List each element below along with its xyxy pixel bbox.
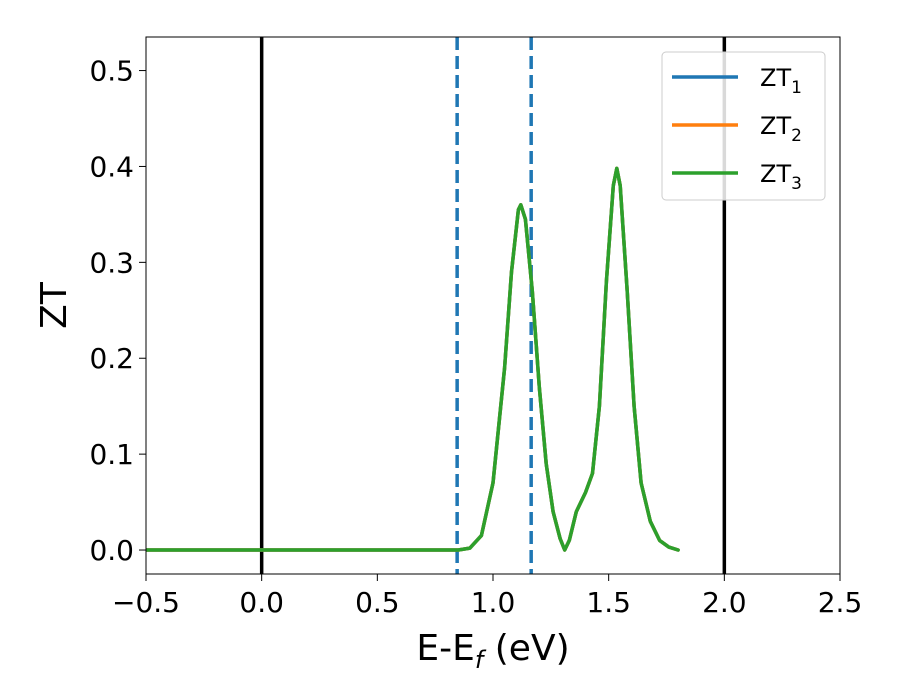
x-tick-label-5: 2.0 <box>702 586 747 619</box>
y-axis-ticks: 0.0 0.1 0.2 0.3 0.4 0.5 <box>89 55 146 567</box>
legend-box <box>661 51 826 201</box>
x-tick-label-1: 0.0 <box>239 586 284 619</box>
x-tick-label-6: 2.5 <box>818 586 863 619</box>
x-axis-title-main: E-E <box>416 628 474 669</box>
y-tick-label-4: 0.4 <box>89 150 134 183</box>
y-axis-title: ZT <box>34 281 75 329</box>
legend: ZT1 ZT2 ZT3 <box>661 51 826 201</box>
y-tick-label-0: 0.0 <box>89 534 134 567</box>
x-axis-ticks: −0.5 0.0 0.5 1.0 1.5 2.0 2.5 <box>112 574 862 619</box>
x-axis-title: E-Ef (eV) <box>416 628 569 674</box>
legend-label-1: ZT1 <box>760 64 802 98</box>
y-tick-label-1: 0.1 <box>89 438 134 471</box>
x-axis-title-unit: (eV) <box>483 628 569 669</box>
legend-label-3: ZT3 <box>760 160 802 194</box>
series-lines <box>146 166 680 552</box>
x-tick-label-2: 0.5 <box>355 586 400 619</box>
series-line-1 <box>146 166 680 552</box>
x-tick-label-0: −0.5 <box>112 586 180 619</box>
series-line-2 <box>146 166 680 552</box>
vertical-lines <box>259 37 727 574</box>
y-tick-label-2: 0.2 <box>89 342 134 375</box>
y-tick-label-3: 0.3 <box>89 246 134 279</box>
x-tick-label-3: 1.0 <box>471 586 516 619</box>
legend-label-2: ZT2 <box>760 112 802 146</box>
y-tick-label-5: 0.5 <box>89 55 134 88</box>
x-tick-label-4: 1.5 <box>586 586 631 619</box>
series-line-3 <box>146 166 680 552</box>
